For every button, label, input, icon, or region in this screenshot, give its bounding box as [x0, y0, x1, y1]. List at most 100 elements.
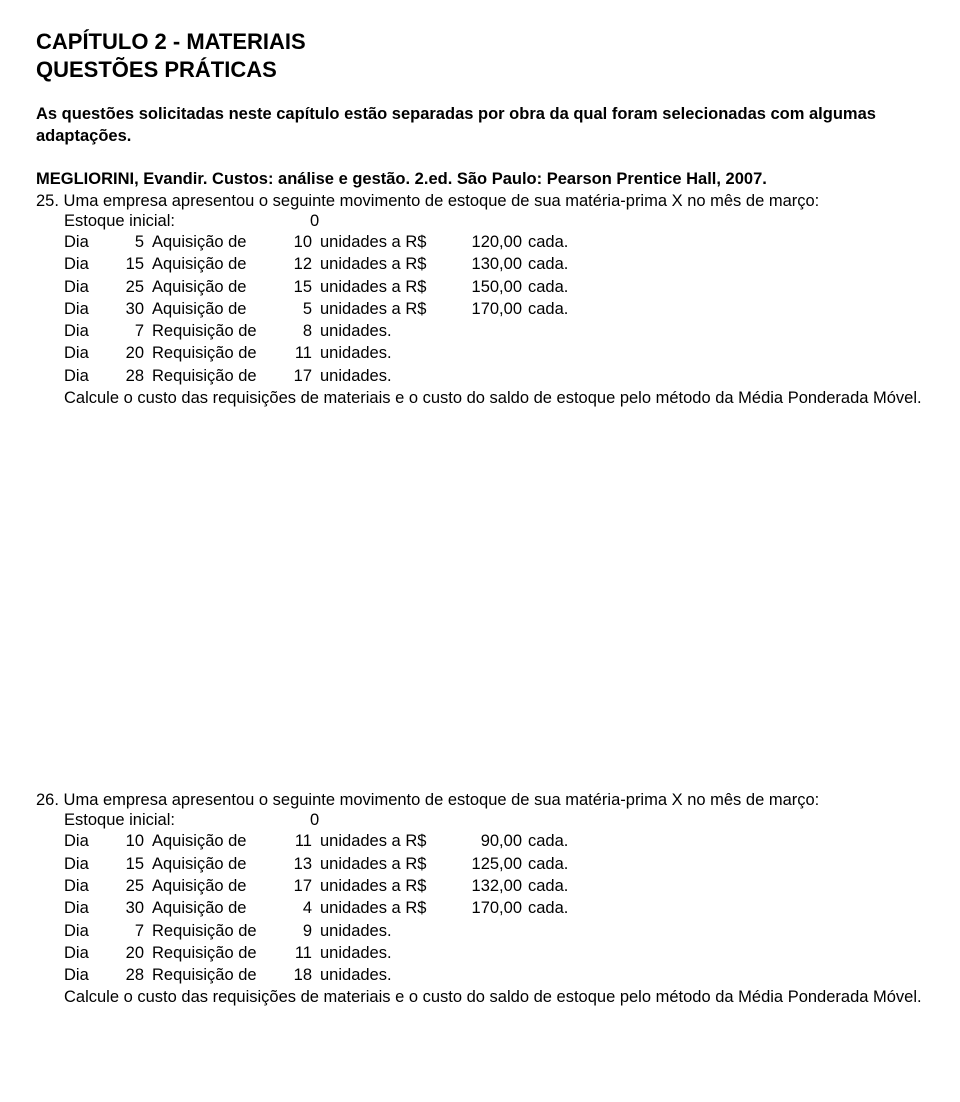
q25-cada: [528, 342, 588, 364]
q26-cada: cada.: [528, 830, 588, 852]
q25-row: Dia30Aquisição de5unidades a R$170,00cad…: [36, 298, 924, 320]
q26-unit: unidades a R$: [320, 897, 450, 919]
q26-cada: [528, 964, 588, 986]
q26-dia-label: Dia: [64, 875, 112, 897]
q25-day-number: 30: [112, 298, 152, 320]
q26-value: 125,00: [450, 853, 528, 875]
q25-value: 170,00: [450, 298, 528, 320]
q25-dia-label: Dia: [64, 365, 112, 387]
q25-cada: cada.: [528, 253, 588, 275]
q25-action: Aquisição de: [152, 276, 282, 298]
q26-row: Dia25Aquisição de17unidades a R$132,00ca…: [36, 875, 924, 897]
q26-row: Dia28Requisição de18unidades.: [36, 964, 924, 986]
q26-cada: [528, 942, 588, 964]
q25-dia-label: Dia: [64, 320, 112, 342]
q25-qty: 15: [282, 276, 320, 298]
q25-action: Aquisição de: [152, 253, 282, 275]
q25-cada: [528, 320, 588, 342]
q25-value: 130,00: [450, 253, 528, 275]
q26-estoque-line: Estoque inicial: 0: [36, 811, 924, 830]
q26-day-number: 7: [112, 920, 152, 942]
q25-action: Requisição de: [152, 365, 282, 387]
q26-unit: unidades.: [320, 920, 450, 942]
q25-qty: 11: [282, 342, 320, 364]
q25-value: [450, 342, 528, 364]
q26-unit: unidades a R$: [320, 830, 450, 852]
q26-unit: unidades.: [320, 964, 450, 986]
q26-row: Dia20Requisição de11unidades.: [36, 942, 924, 964]
q26-day-number: 10: [112, 830, 152, 852]
q26-cada: cada.: [528, 897, 588, 919]
q26-row: Dia7Requisição de9unidades.: [36, 920, 924, 942]
q26-lead-text: Uma empresa apresentou o seguinte movime…: [64, 791, 820, 809]
q26-action: Requisição de: [152, 942, 282, 964]
q25-row: Dia20Requisição de11unidades.: [36, 342, 924, 364]
q25-row: Dia5Aquisição de10unidades a R$120,00cad…: [36, 231, 924, 253]
q25-day-number: 15: [112, 253, 152, 275]
q26-row: Dia30Aquisição de4unidades a R$170,00cad…: [36, 897, 924, 919]
q25-day-number: 28: [112, 365, 152, 387]
q26-dia-label: Dia: [64, 920, 112, 942]
q25-cada: cada.: [528, 276, 588, 298]
q25-unit: unidades a R$: [320, 253, 450, 275]
q25-estoque-label: Estoque inicial:: [64, 212, 310, 231]
q26-day-number: 28: [112, 964, 152, 986]
q25-row: Dia15Aquisição de12unidades a R$130,00ca…: [36, 253, 924, 275]
q26-dia-label: Dia: [64, 853, 112, 875]
q25-dia-label: Dia: [64, 298, 112, 320]
q26-value: [450, 942, 528, 964]
q26-dia-label: Dia: [64, 942, 112, 964]
q25-estoque-line: Estoque inicial: 0: [36, 212, 924, 231]
q26-value: 132,00: [450, 875, 528, 897]
q26-day-number: 15: [112, 853, 152, 875]
q26-rows: Dia10Aquisição de11unidades a R$90,00cad…: [36, 830, 924, 986]
q25-qty: 8: [282, 320, 320, 342]
chapter-title-line2: QUESTÕES PRÁTICAS: [36, 56, 924, 84]
q25-unit: unidades a R$: [320, 231, 450, 253]
q25-qty: 10: [282, 231, 320, 253]
q26-estoque-val: 0: [310, 811, 319, 830]
q25-value: 150,00: [450, 276, 528, 298]
q25-cada: [528, 365, 588, 387]
q26-qty: 4: [282, 897, 320, 919]
q26-action: Aquisição de: [152, 830, 282, 852]
q25-cada: cada.: [528, 298, 588, 320]
q25-cada: cada.: [528, 231, 588, 253]
q26-action: Requisição de: [152, 964, 282, 986]
q26-dia-label: Dia: [64, 964, 112, 986]
q25-number: 25.: [36, 192, 59, 210]
q25-dia-label: Dia: [64, 253, 112, 275]
q26-value: 170,00: [450, 897, 528, 919]
q26-cada: cada.: [528, 875, 588, 897]
q26-row: Dia10Aquisição de11unidades a R$90,00cad…: [36, 830, 924, 852]
q25-dia-label: Dia: [64, 342, 112, 364]
q26-day-number: 30: [112, 897, 152, 919]
q25-day-number: 25: [112, 276, 152, 298]
q25-lead-text: Uma empresa apresentou o seguinte movime…: [64, 192, 820, 210]
q25-day-number: 5: [112, 231, 152, 253]
q25-rows: Dia5Aquisição de10unidades a R$120,00cad…: [36, 231, 924, 387]
q26-value: 90,00: [450, 830, 528, 852]
q26-action: Requisição de: [152, 920, 282, 942]
q25-lead: 25. Uma empresa apresentou o seguinte mo…: [36, 190, 924, 212]
q26-unit: unidades.: [320, 942, 450, 964]
q26-number: 26.: [36, 791, 59, 809]
q25-action: Requisição de: [152, 320, 282, 342]
q26-dia-label: Dia: [64, 830, 112, 852]
q25-unit: unidades.: [320, 320, 450, 342]
q26-unit: unidades a R$: [320, 875, 450, 897]
q25-action: Aquisição de: [152, 298, 282, 320]
q25-action: Aquisição de: [152, 231, 282, 253]
q25-row: Dia28Requisição de17unidades.: [36, 365, 924, 387]
q26-action: Aquisição de: [152, 853, 282, 875]
q25-value: [450, 320, 528, 342]
q26-qty: 13: [282, 853, 320, 875]
q25-qty: 5: [282, 298, 320, 320]
q25-row: Dia7Requisição de8unidades.: [36, 320, 924, 342]
q25-action: Requisição de: [152, 342, 282, 364]
chapter-title-line1: CAPÍTULO 2 - MATERIAIS: [36, 28, 924, 56]
q25-unit: unidades a R$: [320, 298, 450, 320]
q25-estoque-val: 0: [310, 212, 319, 231]
q25-value: [450, 365, 528, 387]
q25-trailer: Calcule o custo das requisições de mater…: [36, 387, 924, 409]
